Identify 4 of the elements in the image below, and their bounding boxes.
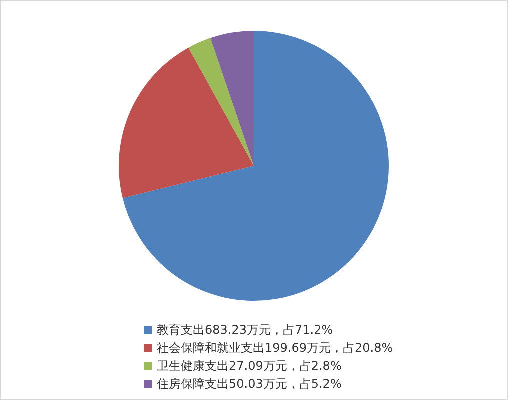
legend-label: 住房保障支出50.03万元，占5.2% (156, 377, 342, 391)
legend-label: 卫生健康支出27.09万元，占2.8% (157, 359, 342, 373)
legend-label: 社会保障和就业支出199.69万元，占20.8% (157, 341, 394, 355)
legend-label: 教育支出683.23万元，占71.2% (157, 323, 334, 337)
